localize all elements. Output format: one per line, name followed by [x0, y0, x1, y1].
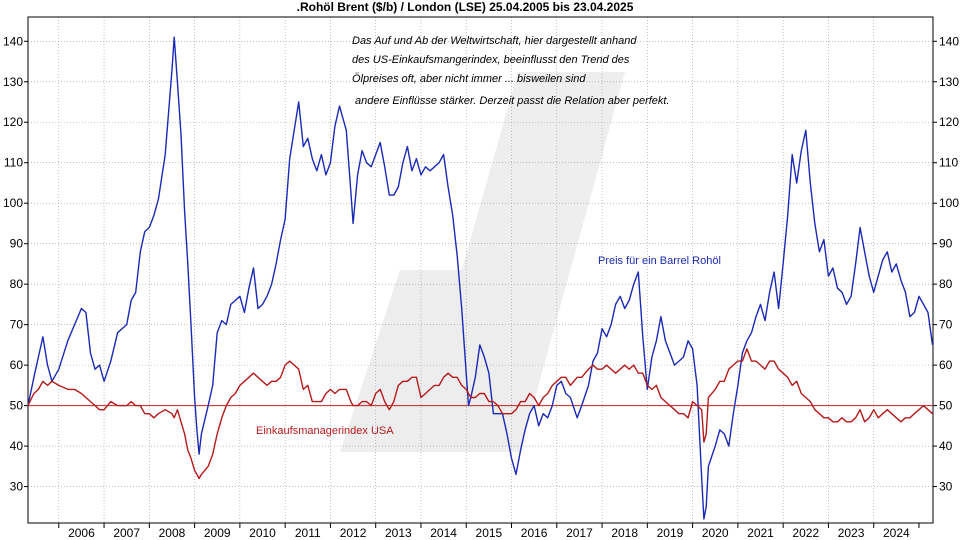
y-tick-label-right: 50	[939, 399, 953, 413]
x-tick-label: 2007	[113, 526, 140, 540]
y-tick-label-right: 140	[939, 34, 959, 48]
x-tick-label: 2018	[611, 526, 638, 540]
y-tick-label-left: 90	[10, 237, 24, 251]
x-tick-label: 2022	[792, 526, 819, 540]
y-tick-label-left: 110	[4, 156, 23, 170]
x-tick-label: 2023	[838, 526, 865, 540]
y-tick-label-right: 120	[939, 115, 959, 129]
x-tick-label: 2020	[702, 526, 729, 540]
y-tick-label-right: 60	[939, 358, 953, 372]
x-axis: 2006 2007 2008 2009 2010 2011 2012 2013 2014 2015…	[58, 523, 920, 540]
y-tick-label-left: 60	[10, 358, 24, 372]
annotation-line-2: des US-Einkaufsmangerindex, beeinflusst …	[352, 54, 630, 66]
y-tick-label-left: 40	[10, 439, 24, 453]
y-tick-label-left: 70	[10, 318, 24, 332]
oil-price-line	[27, 36, 934, 520]
annotation-line-4: andere Einflüsse stärker. Derzeit passt …	[352, 95, 670, 107]
y-tick-label-right: 80	[939, 277, 953, 291]
x-tick-label: 2019	[657, 526, 684, 540]
x-tick-label: 2014	[430, 526, 457, 540]
y-axis-left: 30 40 50 60 70 80 90 100 110 120 130 140	[3, 34, 28, 494]
x-tick-label: 2015	[476, 526, 503, 540]
x-tick-label: 2006	[68, 526, 95, 540]
series-label-pmi: Einkaufsmanagerindex USA	[256, 425, 394, 437]
y-tick-label-right: 110	[939, 156, 958, 170]
y-axis-right: 30 40 50 60 70 80 90 100 110 120 130 140	[933, 34, 959, 494]
y-tick-label-left: 50	[10, 399, 24, 413]
x-tick-label: 2024	[883, 526, 910, 540]
pmi-line	[27, 348, 933, 480]
x-tick-label: 2021	[747, 526, 774, 540]
y-tick-label-left: 80	[10, 277, 24, 291]
series-label-oil: Preis für ein Barrel Rohöl	[598, 255, 721, 267]
y-tick-label-right: 90	[939, 237, 953, 251]
y-tick-label-right: 100	[939, 196, 959, 210]
x-tick-label: 2016	[521, 526, 548, 540]
y-tick-label-right: 30	[939, 480, 953, 494]
x-tick-label: 2011	[295, 526, 321, 540]
y-tick-label-left: 100	[3, 196, 23, 210]
annotation-text: Das Auf und Ab der Weltwirtschaft, hier …	[352, 35, 670, 107]
y-tick-label-left: 30	[10, 480, 24, 494]
x-tick-label: 2010	[249, 526, 276, 540]
watermark-logo	[340, 72, 625, 452]
annotation-line-3: Ölpreises oft, aber nicht immer ... bisw…	[352, 73, 586, 85]
y-tick-label-left: 120	[3, 115, 23, 129]
y-tick-label-right: 70	[939, 318, 953, 332]
x-tick-label: 2012	[340, 526, 367, 540]
y-tick-label-right: 130	[939, 75, 959, 89]
x-tick-label: 2013	[385, 526, 412, 540]
y-tick-label-right: 40	[939, 439, 953, 453]
y-tick-label-left: 130	[3, 75, 23, 89]
grid	[28, 17, 933, 523]
x-tick-label: 2008	[159, 526, 186, 540]
y-tick-label-left: 140	[3, 34, 23, 48]
x-tick-label: 2009	[204, 526, 231, 540]
annotation-line-1: Das Auf und Ab der Weltwirtschaft, hier …	[352, 35, 637, 47]
chart-title: .Rohöl Brent ($/b) / London (LSE) 25.04.…	[297, 0, 634, 14]
plot-frame	[27, 16, 934, 524]
x-tick-label: 2017	[566, 526, 593, 540]
